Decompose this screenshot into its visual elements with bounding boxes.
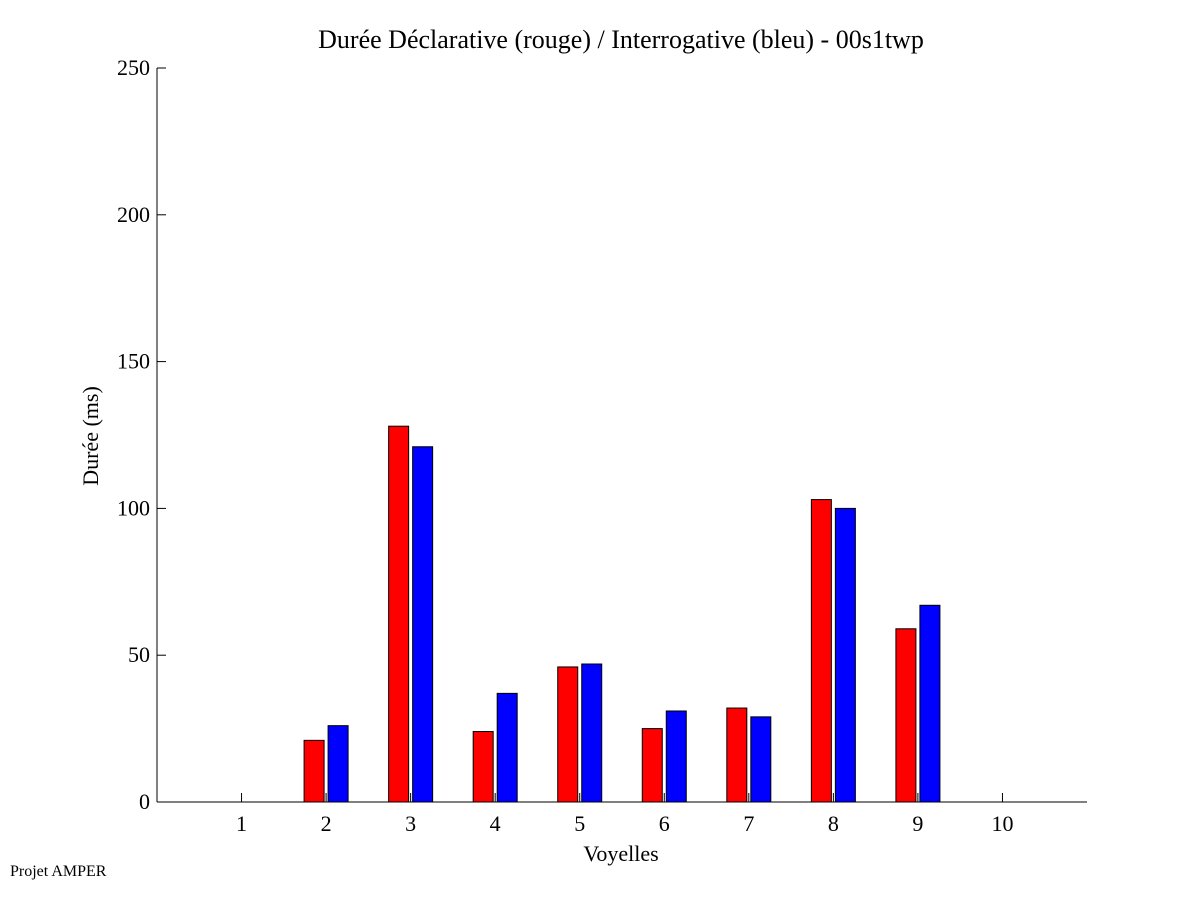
bar-red-2 [303,739,325,803]
bar-red-3 [388,425,410,803]
bar-blue-7 [750,716,772,803]
bar-red-9 [895,628,917,803]
bar-blue-2 [327,725,349,803]
y-tick-label: 200 [117,202,150,227]
bars-layer [303,425,941,803]
y-tick-label: 250 [117,55,150,80]
x-tick-label: 3 [405,811,416,836]
x-tick-label: 6 [659,811,670,836]
bar-blue-8 [834,507,856,803]
bar-red-4 [472,731,494,803]
x-tick-label: 1 [236,811,247,836]
bar-red-5 [557,666,579,803]
x-tick-label: 4 [490,811,501,836]
x-tick-label: 10 [991,811,1013,836]
bar-blue-5 [581,663,603,803]
y-tick-label: 50 [128,642,150,667]
x-axis-label: Voyelles [583,841,658,866]
y-axis-label: Durée (ms) [78,386,103,486]
x-tick-label: 5 [574,811,585,836]
axes-layer: 0 50 100 150 200 250 1 2 3 4 5 6 7 8 9 10 [117,55,1087,836]
bar-blue-3 [412,446,434,803]
x-tick-label: 9 [912,811,923,836]
bar-red-8 [810,499,832,803]
bar-red-7 [726,707,748,803]
bar-red-6 [641,728,663,803]
x-tick-label: 2 [321,811,332,836]
bar-blue-6 [665,710,687,803]
bar-blue-4 [496,692,518,803]
footer-note: Projet AMPER [10,863,107,880]
x-tick-label: 8 [828,811,839,836]
y-tick-label: 0 [139,789,150,814]
x-tick-label: 7 [743,811,754,836]
bar-blue-9 [919,604,941,803]
y-tick-label: 100 [117,495,150,520]
chart-title: Durée Déclarative (rouge) / Interrogativ… [318,25,924,54]
y-tick-label: 150 [117,349,150,374]
